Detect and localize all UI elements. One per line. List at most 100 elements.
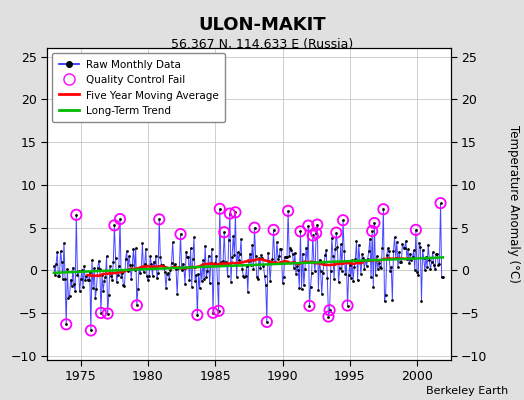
Point xyxy=(215,206,224,212)
Point xyxy=(115,262,123,269)
Point xyxy=(135,265,143,272)
Point xyxy=(395,248,403,255)
Text: 56.367 N, 114.633 E (Russia): 56.367 N, 114.633 E (Russia) xyxy=(171,38,353,51)
Point xyxy=(226,210,234,217)
Point xyxy=(164,270,172,276)
Point xyxy=(220,229,228,235)
Point xyxy=(264,250,272,256)
Point xyxy=(155,216,163,222)
Point xyxy=(201,242,210,249)
Y-axis label: Temperature Anomaly (°C): Temperature Anomaly (°C) xyxy=(507,125,520,283)
Point xyxy=(211,260,220,266)
Point xyxy=(439,274,447,280)
Point xyxy=(54,273,62,279)
Point xyxy=(189,256,197,262)
Point xyxy=(394,264,402,270)
Point xyxy=(275,253,283,260)
Point xyxy=(304,222,312,229)
Point xyxy=(299,250,307,257)
Point xyxy=(194,271,203,277)
Point xyxy=(375,260,383,266)
Point xyxy=(181,280,189,287)
Point xyxy=(336,241,345,247)
Point xyxy=(431,266,439,272)
Point xyxy=(60,240,68,246)
Point xyxy=(415,239,423,246)
Point xyxy=(263,319,271,325)
Point xyxy=(79,284,87,290)
Point xyxy=(248,242,256,248)
Point xyxy=(100,278,108,284)
Point xyxy=(75,288,84,294)
Point xyxy=(240,274,248,281)
Point xyxy=(416,244,424,251)
Point xyxy=(390,234,399,240)
Point xyxy=(257,252,266,258)
Point xyxy=(150,264,159,271)
Point xyxy=(420,255,428,262)
Point xyxy=(161,268,169,275)
Point xyxy=(309,232,317,239)
Point xyxy=(116,216,124,222)
Point xyxy=(230,252,238,258)
Point xyxy=(404,246,412,253)
Point xyxy=(253,273,261,280)
Point xyxy=(438,274,446,280)
Point xyxy=(109,259,117,265)
Point xyxy=(324,313,333,320)
Point xyxy=(308,270,316,276)
Point xyxy=(134,286,142,292)
Point xyxy=(369,284,377,290)
Point xyxy=(324,313,333,320)
Point xyxy=(331,246,340,252)
Point xyxy=(52,261,60,267)
Point xyxy=(332,230,341,236)
Point xyxy=(57,248,65,254)
Point xyxy=(83,276,92,283)
Point xyxy=(332,230,341,236)
Point xyxy=(209,310,217,316)
Point xyxy=(381,292,390,298)
Point xyxy=(239,272,247,279)
Point xyxy=(427,266,435,272)
Point xyxy=(286,245,294,251)
Point xyxy=(63,266,71,272)
Point xyxy=(300,282,308,288)
Point xyxy=(182,249,190,255)
Point xyxy=(200,276,208,283)
Point xyxy=(206,260,215,267)
Point xyxy=(311,268,319,274)
Point xyxy=(316,268,325,274)
Point xyxy=(128,262,137,268)
Point xyxy=(80,263,89,270)
Point xyxy=(124,268,132,274)
Point xyxy=(307,284,315,290)
Point xyxy=(96,266,104,272)
Point xyxy=(347,275,355,281)
Point xyxy=(198,278,206,285)
Point xyxy=(104,310,112,317)
Point xyxy=(342,259,351,265)
Point xyxy=(138,240,147,246)
Point xyxy=(379,206,388,212)
Point xyxy=(129,246,138,252)
Point xyxy=(235,257,243,263)
Point xyxy=(279,273,288,280)
Point xyxy=(208,246,216,252)
Point xyxy=(107,273,115,279)
Point xyxy=(232,274,241,280)
Point xyxy=(59,276,67,282)
Point xyxy=(88,257,96,263)
Point xyxy=(250,224,259,231)
Point xyxy=(188,283,196,290)
Point xyxy=(199,257,207,264)
Point xyxy=(260,273,269,279)
Point xyxy=(68,283,76,289)
Point xyxy=(221,260,230,266)
Point xyxy=(368,228,376,234)
Point xyxy=(292,271,300,277)
Point xyxy=(71,288,79,294)
Point xyxy=(247,262,255,268)
Point xyxy=(90,265,99,272)
Point xyxy=(412,227,420,233)
